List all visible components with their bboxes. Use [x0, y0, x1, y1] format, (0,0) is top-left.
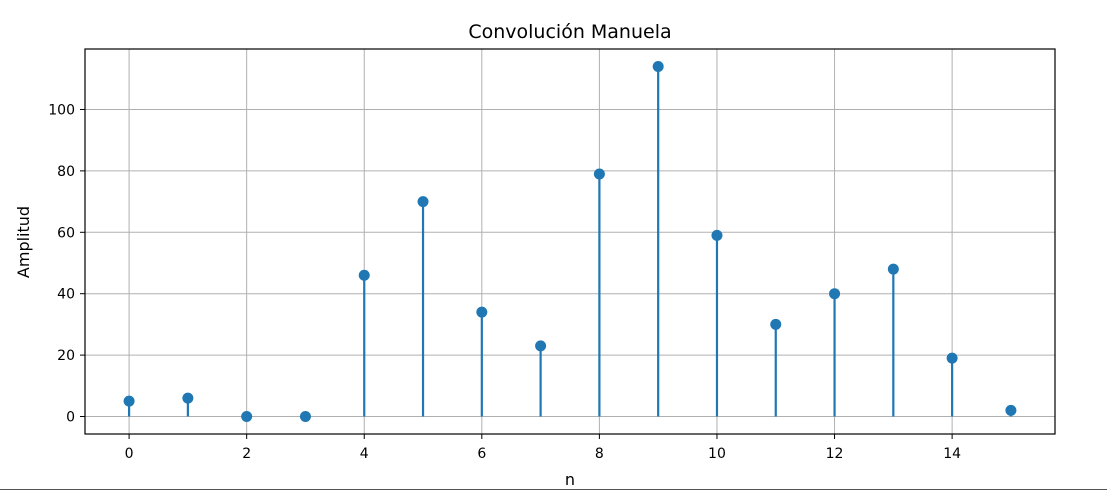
y-tick-label: 60 [57, 225, 75, 241]
stem-marker [711, 229, 723, 241]
grid [85, 49, 1055, 434]
x-tick-label: 0 [125, 446, 134, 462]
stem-marker [887, 263, 899, 275]
y-tick-label: 80 [57, 164, 75, 180]
stem-marker [829, 288, 841, 300]
y-axis-label: Amplitud [14, 206, 33, 278]
stem-series [123, 61, 1017, 422]
stem-marker [652, 61, 664, 72]
x-tick-label: 14 [943, 446, 961, 462]
stem-marker [241, 411, 253, 422]
stem-marker [535, 340, 547, 352]
stem-marker [770, 318, 782, 330]
stem-marker [299, 411, 311, 422]
stem-marker [358, 269, 370, 281]
plot-frame [84, 48, 1056, 435]
x-tick-label: 2 [242, 446, 251, 462]
stem-marker [946, 352, 958, 364]
x-tick-label: 6 [477, 446, 486, 462]
x-axis-label: n [565, 470, 575, 489]
stem-marker [1005, 404, 1017, 416]
stem-marker [182, 392, 194, 404]
y-tick-label: 100 [48, 102, 75, 118]
x-tick-label: 12 [826, 446, 844, 462]
x-tick-label: 4 [360, 446, 369, 462]
stem-marker [476, 306, 488, 318]
y-tick-label: 20 [57, 348, 75, 364]
y-tick-label: 0 [66, 410, 75, 426]
x-tick-label: 8 [595, 446, 604, 462]
y-tick-label: 40 [57, 287, 75, 303]
stem-marker [593, 168, 605, 180]
chart-title: Convolución Manuela [468, 21, 671, 43]
x-tick-label: 10 [708, 446, 726, 462]
stem-marker [417, 196, 429, 208]
stem-marker [123, 395, 135, 407]
axis-ticks: 0 2 4 6 8 10 12 14 0 20 40 60 80 100 [48, 102, 961, 462]
